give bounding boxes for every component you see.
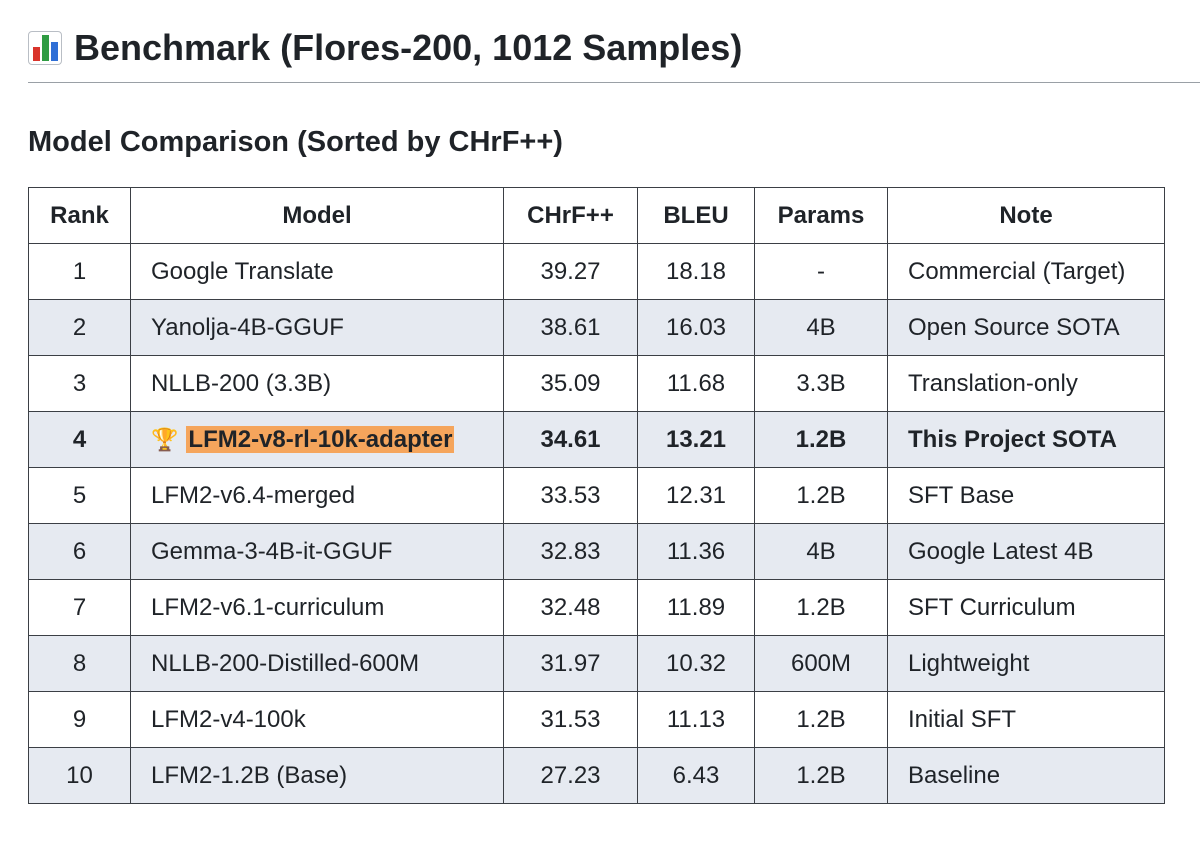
cell-rank: 9 [28,691,131,748]
cell-model: NLLB-200 (3.3B) [130,355,504,412]
table-row: 9 LFM2-v4-100k 31.53 11.13 1.2B Initial SFT [28,691,1165,748]
cell-note: Open Source SOTA [887,299,1165,356]
cell-bleu: 11.13 [637,691,755,748]
cell-params: 3.3B [754,355,888,412]
cell-rank: 5 [28,467,131,524]
cell-model: LFM2-v6.4-merged [130,467,504,524]
cell-note: This Project SOTA [887,411,1165,468]
cell-rank: 3 [28,355,131,412]
cell-rank: 2 [28,299,131,356]
cell-rank: 8 [28,635,131,692]
cell-rank: 4 [28,411,131,468]
table-body: 1 Google Translate 39.27 18.18- Commercial (… [28,243,1165,804]
table-row: 6 Gemma-3-4B-it-GGUF 32.83 11.36 4B Google La… [28,523,1165,580]
cell-chrf: 31.53 [503,691,638,748]
cell-bleu: 18.18 [637,243,755,300]
bar-chart-icon [28,31,62,65]
cell-model: Yanolja-4B-GGUF [130,299,504,356]
table-row: 1 Google Translate 39.27 18.18- Commercial (… [28,243,1165,300]
table-row: 3 NLLB-200 (3.3B) 35.09 11.68 3.3B Translatio… [28,355,1165,412]
cell-model: Google Translate [130,243,504,300]
column-header-model: Model [130,187,504,244]
column-header-rank: Rank [28,187,131,244]
cell-bleu: 16.03 [637,299,755,356]
title-divider [28,82,1200,83]
model-name-highlighted: LFM2-v8-rl-10k-adapter [186,425,455,453]
cell-model: 🏆 LFM2-v8-rl-10k-adapter [130,411,504,468]
cell-chrf: 39.27 [503,243,638,300]
cell-chrf: 33.53 [503,467,638,524]
table-row: 2 Yanolja-4B-GGUF 38.61 16.03 4B Open Source … [28,299,1165,356]
trophy-icon: 🏆 [151,426,179,452]
table-row: 7 LFM2-v6.1-curriculum 32.48 11.89 1.2B SFT C… [28,579,1165,636]
cell-note: Commercial (Target) [887,243,1165,300]
cell-params: 4B [754,299,888,356]
table-row: 5 LFM2-v6.4-merged 33.53 12.31 1.2B SFT Base [28,467,1165,524]
table-row: 8 NLLB-200-Distilled-600M 31.97 10.32 600M Li… [28,635,1165,692]
cell-rank: 7 [28,579,131,636]
cell-rank: 1 [28,243,131,300]
cell-bleu: 10.32 [637,635,755,692]
cell-chrf: 34.61 [503,411,638,468]
column-header-bleu: BLEU [637,187,755,244]
column-header-chrf: CHrF++ [503,187,638,244]
cell-bleu: 11.36 [637,523,755,580]
cell-bleu: 6.43 [637,747,755,804]
cell-note: Baseline [887,747,1165,804]
column-header-note: Note [887,187,1165,244]
cell-model: LFM2-v6.1-curriculum [130,579,504,636]
cell-note: Translation-only [887,355,1165,412]
cell-params: - [754,243,888,300]
cell-note: Initial SFT [887,691,1165,748]
cell-rank: 10 [28,747,131,804]
cell-chrf: 27.23 [503,747,638,804]
cell-params: 1.2B [754,579,888,636]
cell-bleu: 13.21 [637,411,755,468]
section-title: Model Comparison (Sorted by CHrF++) [28,126,563,158]
cell-note: SFT Base [887,467,1165,524]
page-title: Benchmark (Flores-200, 1012 Samples) [28,22,742,74]
cell-model: LFM2-v4-100k [130,691,504,748]
cell-model: LFM2-1.2B (Base) [130,747,504,804]
table-row: 10 LFM2-1.2B (Base) 27.23 6.43 1.2B Baseline [28,747,1165,804]
cell-params: 1.2B [754,691,888,748]
cell-chrf: 38.61 [503,299,638,356]
cell-params: 600M [754,635,888,692]
cell-bleu: 12.31 [637,467,755,524]
cell-note: Google Latest 4B [887,523,1165,580]
table-row: 4 🏆 LFM2-v8-rl-10k-adapter 34.61 13.21 1.2B Th… [28,411,1165,468]
cell-bleu: 11.68 [637,355,755,412]
cell-note: SFT Curriculum [887,579,1165,636]
cell-chrf: 31.97 [503,635,638,692]
cell-params: 4B [754,523,888,580]
cell-rank: 6 [28,523,131,580]
page-title-text: Benchmark (Flores-200, 1012 Samples) [74,27,743,68]
cell-chrf: 35.09 [503,355,638,412]
cell-params: 1.2B [754,747,888,804]
cell-params: 1.2B [754,467,888,524]
benchmark-table: Rank Model CHrF++ BLEU Params Note 1 Goog… [28,187,1165,804]
cell-note: Lightweight [887,635,1165,692]
cell-chrf: 32.48 [503,579,638,636]
cell-chrf: 32.83 [503,523,638,580]
cell-bleu: 11.89 [637,579,755,636]
table-header-row: Rank Model CHrF++ BLEU Params Note [28,187,1165,244]
cell-model: Gemma-3-4B-it-GGUF [130,523,504,580]
cell-params: 1.2B [754,411,888,468]
column-header-params: Params [754,187,888,244]
cell-model: NLLB-200-Distilled-600M [130,635,504,692]
